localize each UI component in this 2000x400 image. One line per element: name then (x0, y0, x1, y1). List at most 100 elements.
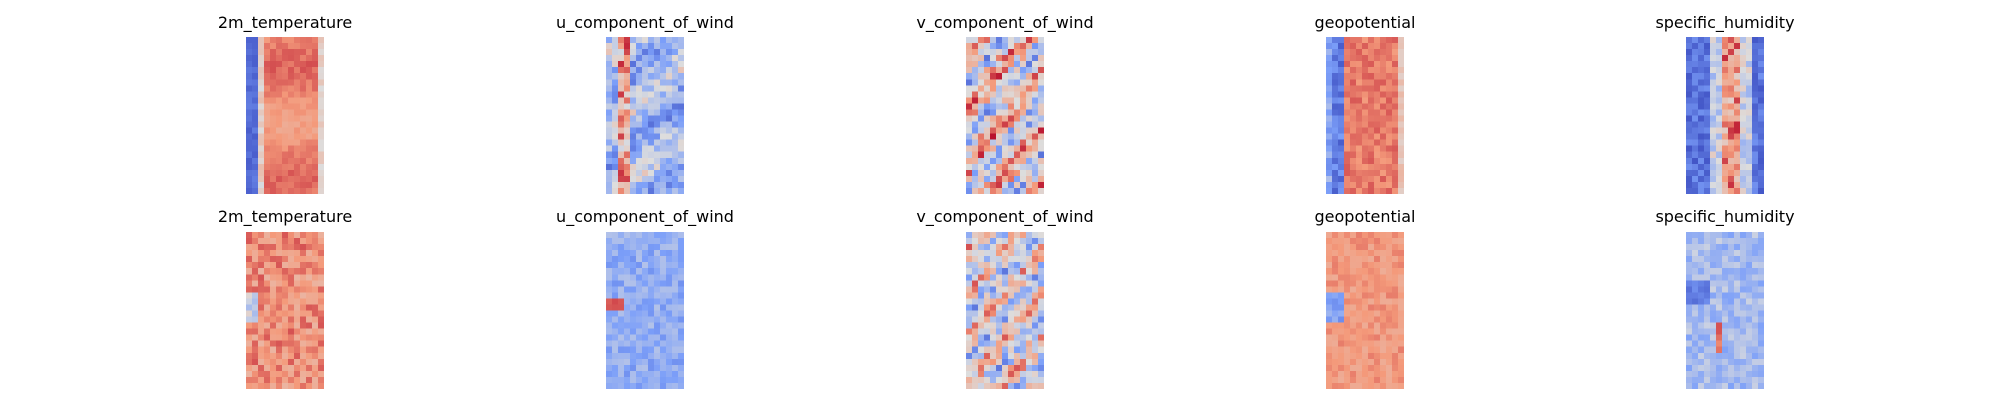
heatmap-cell (1752, 322, 1759, 329)
heatmap-cell (672, 85, 679, 92)
heatmap-cell (294, 169, 301, 177)
heatmap-cell (300, 43, 307, 50)
heatmap-cell (1344, 298, 1351, 305)
heatmap-cell (1350, 232, 1357, 239)
heatmap-cell (1368, 268, 1375, 275)
heatmap-cell (624, 280, 631, 287)
heatmap-cell (1032, 262, 1039, 269)
heatmap-cell (282, 268, 289, 275)
heatmap-cell (984, 145, 991, 152)
heatmap-cell (1332, 346, 1339, 353)
heatmap-cell (1032, 334, 1039, 341)
heatmap-cell (264, 340, 271, 347)
heatmap-cell (1398, 298, 1404, 305)
heatmap-cell (1338, 157, 1345, 164)
heatmap-cell (1008, 292, 1015, 299)
heatmap-cell (1710, 280, 1717, 287)
heatmap-cell (1758, 169, 1764, 177)
heatmap-cell (282, 163, 289, 170)
heatmap-cell (1332, 382, 1339, 389)
heatmap-cell (996, 115, 1003, 122)
heatmap-cell (1002, 364, 1009, 372)
heatmap-cell (678, 133, 684, 140)
heatmap-cell (1038, 109, 1044, 116)
heatmap-cell (312, 55, 319, 62)
heatmap-cell (1740, 181, 1747, 189)
heatmap-cell (1326, 91, 1333, 98)
heatmap-cell (678, 244, 684, 251)
heatmap-cell (294, 79, 301, 86)
heatmap-cell (1020, 232, 1027, 239)
heatmap-cell (966, 262, 973, 269)
heatmap-cell (1722, 382, 1729, 389)
heatmap-cell (642, 358, 649, 365)
heatmap-cell (1002, 145, 1009, 152)
heatmap-cell (1728, 370, 1735, 378)
heatmap-cell (1752, 73, 1759, 80)
heatmap-cell (1380, 55, 1387, 62)
heatmap-cell (654, 79, 661, 86)
heatmap-cell (1386, 175, 1393, 183)
heatmap-cell (258, 364, 265, 372)
heatmap-cell (666, 109, 673, 116)
heatmap-cell (1374, 169, 1381, 177)
heatmap-cell (1002, 346, 1009, 353)
heatmap-cell (1038, 163, 1044, 170)
heatmap-cell (972, 103, 979, 110)
heatmap-cell (966, 169, 973, 177)
heatmap-cell (642, 127, 649, 134)
heatmap-cell (1338, 298, 1345, 305)
heatmap-cell (1332, 364, 1339, 372)
heatmap-cell (282, 109, 289, 116)
heatmap-cell (636, 139, 643, 146)
heatmap-cell (990, 127, 997, 134)
heatmap-cell (1716, 121, 1723, 128)
heatmap-cell (642, 133, 649, 140)
heatmap-cell (258, 370, 265, 378)
heatmap-cell (1020, 298, 1027, 305)
heatmap-cell (1326, 49, 1333, 56)
heatmap-cell (1356, 43, 1363, 50)
heatmap-cell (264, 55, 271, 62)
heatmap-cell (642, 346, 649, 353)
heatmap-cell (1326, 79, 1333, 86)
heatmap-cell (252, 244, 259, 251)
heatmap-cell (984, 268, 991, 275)
heatmap-cell (1038, 187, 1044, 194)
heatmap-cell (1716, 67, 1723, 74)
heatmap-cell (1698, 49, 1705, 56)
heatmap-cell (282, 43, 289, 50)
heatmap-cell (642, 280, 649, 287)
heatmap-cell (612, 115, 619, 122)
heatmap-cell (1002, 43, 1009, 50)
heatmap-cell (642, 97, 649, 104)
heatmap-cell (1350, 358, 1357, 365)
heatmap-cell (1038, 49, 1044, 56)
heatmap-cell (984, 133, 991, 140)
heatmap-cell (630, 61, 637, 68)
heatmap-cell (270, 37, 277, 44)
heatmap-cell (630, 322, 637, 329)
heatmap-cell (300, 334, 307, 341)
heatmap-cell (984, 43, 991, 50)
heatmap-cell (1368, 139, 1375, 146)
heatmap-cell (1368, 73, 1375, 80)
heatmap-cell (1362, 163, 1369, 170)
heatmap-cell (1722, 346, 1729, 353)
heatmap-cell (264, 298, 271, 305)
heatmap-cell (270, 334, 277, 341)
heatmap-cell (1398, 133, 1404, 140)
heatmap-cell (630, 358, 637, 365)
heatmap-cell (1740, 316, 1747, 323)
heatmap-cell (678, 256, 684, 263)
heatmap-cell (1716, 250, 1723, 257)
heatmap-cell (648, 274, 655, 281)
heatmap-cell (1734, 376, 1741, 384)
heatmap-cell (660, 286, 667, 293)
heatmap-cell (1002, 73, 1009, 80)
heatmap-cell (1728, 115, 1735, 122)
heatmap-cell (1740, 109, 1747, 116)
heatmap-cell (666, 55, 673, 62)
heatmap-cell (990, 115, 997, 122)
heatmap-cell (1026, 358, 1033, 365)
